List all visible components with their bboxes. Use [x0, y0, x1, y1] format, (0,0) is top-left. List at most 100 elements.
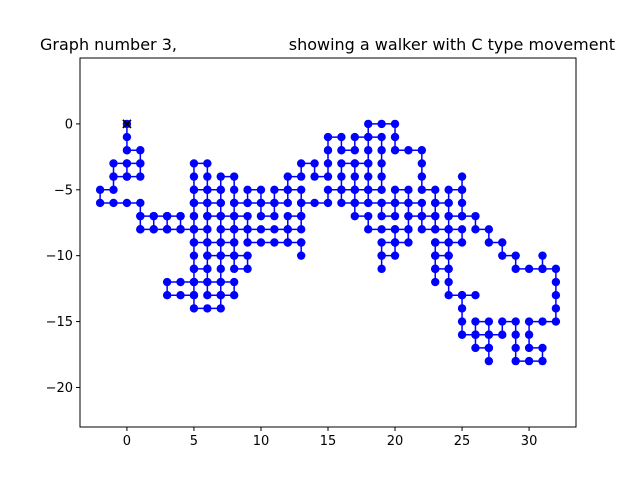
walker-point: [377, 159, 386, 168]
walker-point: [216, 185, 225, 194]
x-axis: 0 5 10 15 20 25 30: [123, 427, 538, 449]
walker-point: [538, 343, 547, 353]
walker-point: [377, 132, 386, 142]
walker-point: [122, 146, 132, 155]
walker-point: [377, 146, 386, 155]
walker-point: [229, 172, 239, 181]
walker-point: [511, 330, 520, 339]
walker-point: [136, 198, 145, 208]
walker-point: [364, 119, 373, 129]
y-tick-label: −5: [54, 183, 73, 198]
x-tick-label: 0: [123, 434, 131, 449]
walker-point: [136, 225, 145, 234]
walker-point: [323, 172, 333, 181]
walker-point: [323, 185, 333, 194]
walker-point: [270, 211, 279, 221]
walker-point: [404, 211, 413, 221]
walker-point: [122, 198, 132, 208]
walker-point: [109, 185, 118, 194]
walker-point: [337, 132, 346, 142]
walker-point: [551, 277, 561, 287]
walker-point: [296, 159, 306, 168]
walker-point: [189, 264, 199, 274]
walker-point: [270, 185, 279, 194]
walker-point: [364, 172, 373, 181]
walker-point: [296, 251, 306, 260]
walker-point: [390, 225, 400, 234]
walker-point: [203, 185, 212, 194]
walker-point: [524, 356, 534, 366]
walker-point: [484, 356, 494, 366]
walker-point: [417, 146, 427, 155]
walker-point: [310, 198, 319, 208]
walker-point: [256, 185, 266, 194]
walker-point: [203, 225, 212, 234]
walker-point: [431, 264, 440, 274]
walker-point: [243, 185, 252, 194]
walker-point: [457, 317, 467, 326]
walker-point: [323, 198, 333, 208]
walker-point: [431, 185, 440, 194]
walker-point: [283, 225, 292, 234]
start-x-marker: [122, 119, 132, 129]
walker-point: [431, 211, 440, 221]
walker-point: [243, 264, 252, 274]
walker-point: [229, 251, 239, 260]
walker-point: [431, 238, 440, 247]
walker-point: [350, 211, 360, 221]
walker-point: [337, 185, 346, 194]
x-tick-label: 10: [253, 434, 270, 449]
walker-point: [229, 238, 239, 247]
walker-point: [216, 291, 225, 300]
walker-point: [216, 211, 225, 221]
walker-point: [176, 291, 185, 300]
walker-point: [162, 291, 172, 300]
walker-point: [189, 238, 199, 247]
walker-point: [283, 185, 292, 194]
walker-point: [444, 291, 453, 300]
walker-point: [216, 251, 225, 260]
walker-point: [283, 172, 292, 181]
walker-point: [390, 211, 400, 221]
walker-point: [243, 198, 252, 208]
walker-point: [296, 198, 306, 208]
walker-point: [95, 198, 105, 208]
y-tick-label: −20: [46, 381, 73, 396]
walker-point: [337, 172, 346, 181]
walker-point: [538, 264, 547, 274]
walker-point: [524, 264, 534, 274]
x-tick-label: 30: [521, 434, 538, 449]
walker-point: [511, 317, 520, 326]
walker-point: [551, 304, 561, 313]
walker-point: [471, 343, 480, 353]
walker-point: [538, 317, 547, 326]
walker-point: [377, 172, 386, 181]
walker-point: [417, 211, 427, 221]
walker-point: [431, 251, 440, 260]
chart-title-left: Graph number 3,: [40, 35, 177, 54]
walker-point: [229, 198, 239, 208]
x-tick-label: 15: [320, 434, 337, 449]
walker-point: [229, 225, 239, 234]
walker-point: [471, 330, 480, 339]
walker-point: [457, 238, 467, 247]
walker-point: [551, 264, 561, 274]
walker-point: [471, 317, 480, 326]
walker-point: [122, 132, 132, 142]
walker-point: [364, 225, 373, 234]
start-marker: [122, 119, 132, 129]
walker-point: [471, 211, 480, 221]
walker-point: [283, 238, 292, 247]
walker-point: [524, 343, 534, 353]
walker-point: [538, 251, 547, 260]
walker-point: [189, 251, 199, 260]
walker-point: [377, 264, 386, 274]
walker-point: [417, 185, 427, 194]
walker-point: [256, 198, 266, 208]
walker-point: [256, 225, 266, 234]
walker-point: [109, 159, 118, 168]
walker-point: [484, 330, 494, 339]
walker-point: [404, 185, 413, 194]
walker-point: [417, 159, 427, 168]
walker-point: [404, 225, 413, 234]
